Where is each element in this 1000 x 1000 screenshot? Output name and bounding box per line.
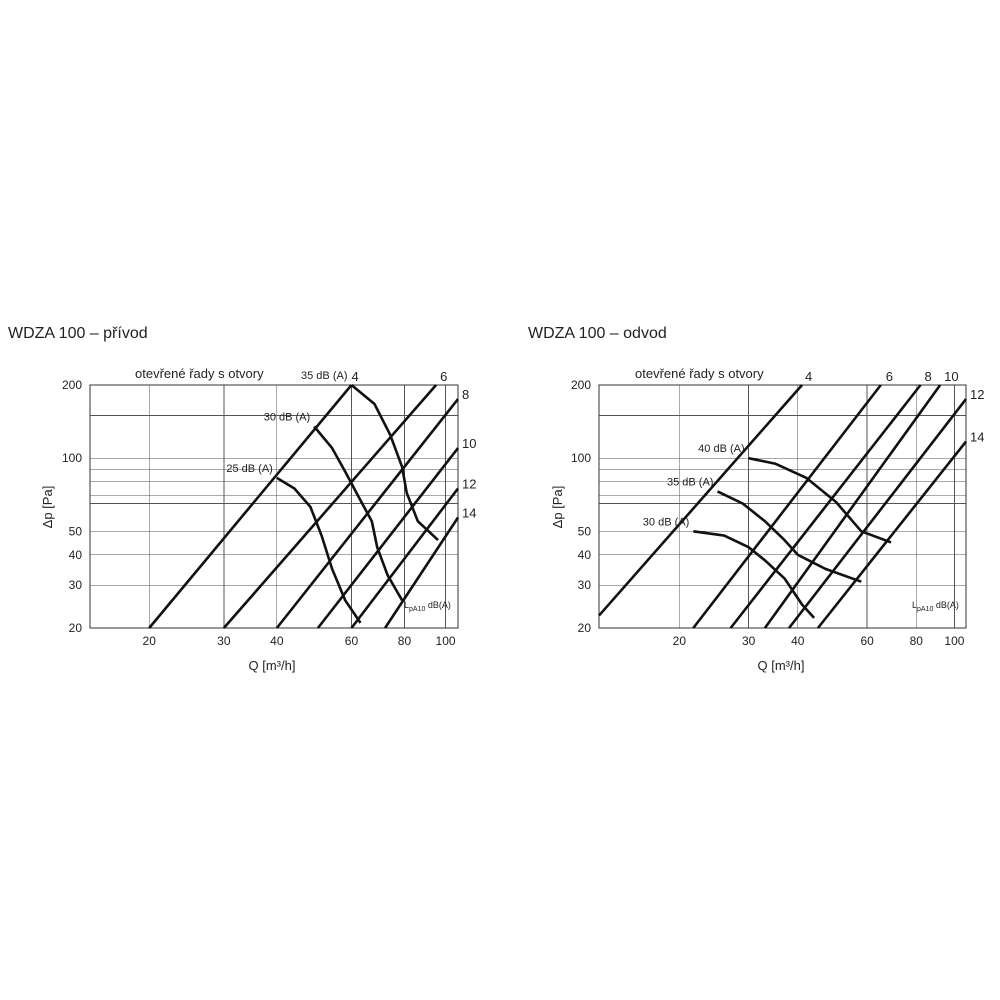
- y-tick-label: 100: [571, 451, 591, 465]
- noise-curve: [350, 383, 439, 542]
- noise-curve: [313, 425, 404, 601]
- y-tick-label: 50: [578, 524, 592, 538]
- chart-right: 20 30 40 60 80 100 20 30 40 50 100 200 Q [m³/h] Δp [P…: [550, 366, 984, 673]
- y-axis-title: Δp [Pa]: [40, 486, 55, 529]
- noise-curve: [748, 456, 892, 544]
- series-label-6: 6: [440, 369, 447, 384]
- y-tick-label: 100: [62, 451, 82, 465]
- series-line-10: [316, 447, 460, 629]
- series-label-14: 14: [462, 505, 476, 520]
- x-tick-label: 40: [791, 634, 805, 648]
- noise-curve-label: 35 dB (A): [667, 476, 713, 488]
- x-axis-title: Q [m³/h]: [758, 658, 805, 673]
- series-label-10: 10: [462, 436, 476, 451]
- noise-curve-label: 25 dB (A): [226, 463, 272, 475]
- x-tick-label: 100: [436, 634, 456, 648]
- y-tick-label: 200: [571, 378, 591, 392]
- noise-curve-label: 30 dB (A): [643, 516, 689, 528]
- series-line-8: [729, 384, 922, 629]
- series-line-12: [350, 487, 460, 629]
- series-line-4: [598, 384, 804, 617]
- series-label-4: 4: [805, 369, 812, 384]
- noise-curve: [693, 530, 816, 619]
- unit-label: LpA10 dB(A): [404, 600, 451, 613]
- series-line-6: [222, 384, 438, 629]
- x-tick-label: 20: [673, 634, 687, 648]
- x-tick-label: 80: [398, 634, 412, 648]
- series-label-14: 14: [970, 430, 984, 445]
- series-label-10: 10: [944, 369, 958, 384]
- series-label-6: 6: [886, 369, 893, 384]
- chart-title-right: WDZA 100 – odvod: [528, 325, 667, 342]
- noise-curve-label: 30 dB (A): [264, 411, 310, 423]
- x-tick-label: 80: [910, 634, 924, 648]
- x-tick-label: 20: [143, 634, 157, 648]
- y-tick-label: 20: [578, 621, 592, 635]
- y-tick-label: 40: [69, 548, 83, 562]
- y-tick-label: 20: [69, 621, 83, 635]
- series-line-12: [788, 398, 968, 629]
- chart-caption: otevřené řady s otvory: [635, 366, 764, 381]
- x-tick-label: 40: [270, 634, 284, 648]
- series-label-12: 12: [970, 387, 984, 402]
- x-axis-title: Q [m³/h]: [249, 658, 296, 673]
- series-line-14: [816, 440, 968, 629]
- unit-label: LpA10 dB(A): [912, 600, 959, 613]
- x-tick-label: 60: [860, 634, 874, 648]
- plot-frame: [598, 384, 967, 629]
- y-tick-label: 50: [69, 524, 83, 538]
- series-label-4: 4: [351, 369, 358, 384]
- series-line-10: [763, 384, 942, 629]
- y-axis-title: Δp [Pa]: [550, 486, 565, 529]
- noise-curve-label: 35 dB (A): [301, 370, 347, 382]
- y-tick-label: 200: [62, 378, 82, 392]
- y-tick-label: 40: [578, 548, 592, 562]
- x-tick-label: 100: [944, 634, 964, 648]
- noise-curve: [276, 476, 362, 624]
- series-label-8: 8: [462, 387, 469, 402]
- x-tick-label: 30: [742, 634, 756, 648]
- x-tick-label: 60: [345, 634, 359, 648]
- y-tick-label: 30: [578, 578, 592, 592]
- series-label-12: 12: [462, 477, 476, 492]
- noise-curve-label: 40 dB (A): [698, 443, 744, 455]
- series-line-6: [692, 384, 882, 629]
- chart-caption: otevřené řady s otvory: [135, 366, 264, 381]
- series-line-4: [148, 384, 353, 629]
- series-line-14: [383, 516, 460, 629]
- y-tick-label: 30: [69, 578, 83, 592]
- noise-curve: [716, 490, 862, 583]
- chart-left: 20 30 40 60 80 100 20 30 40 50 100 200 Q [m³/h] Δp [P…: [40, 366, 476, 673]
- plot-frame: [89, 384, 459, 629]
- series-label-8: 8: [925, 369, 932, 384]
- chart-title-left: WDZA 100 – přívod: [8, 325, 148, 342]
- x-tick-label: 30: [217, 634, 231, 648]
